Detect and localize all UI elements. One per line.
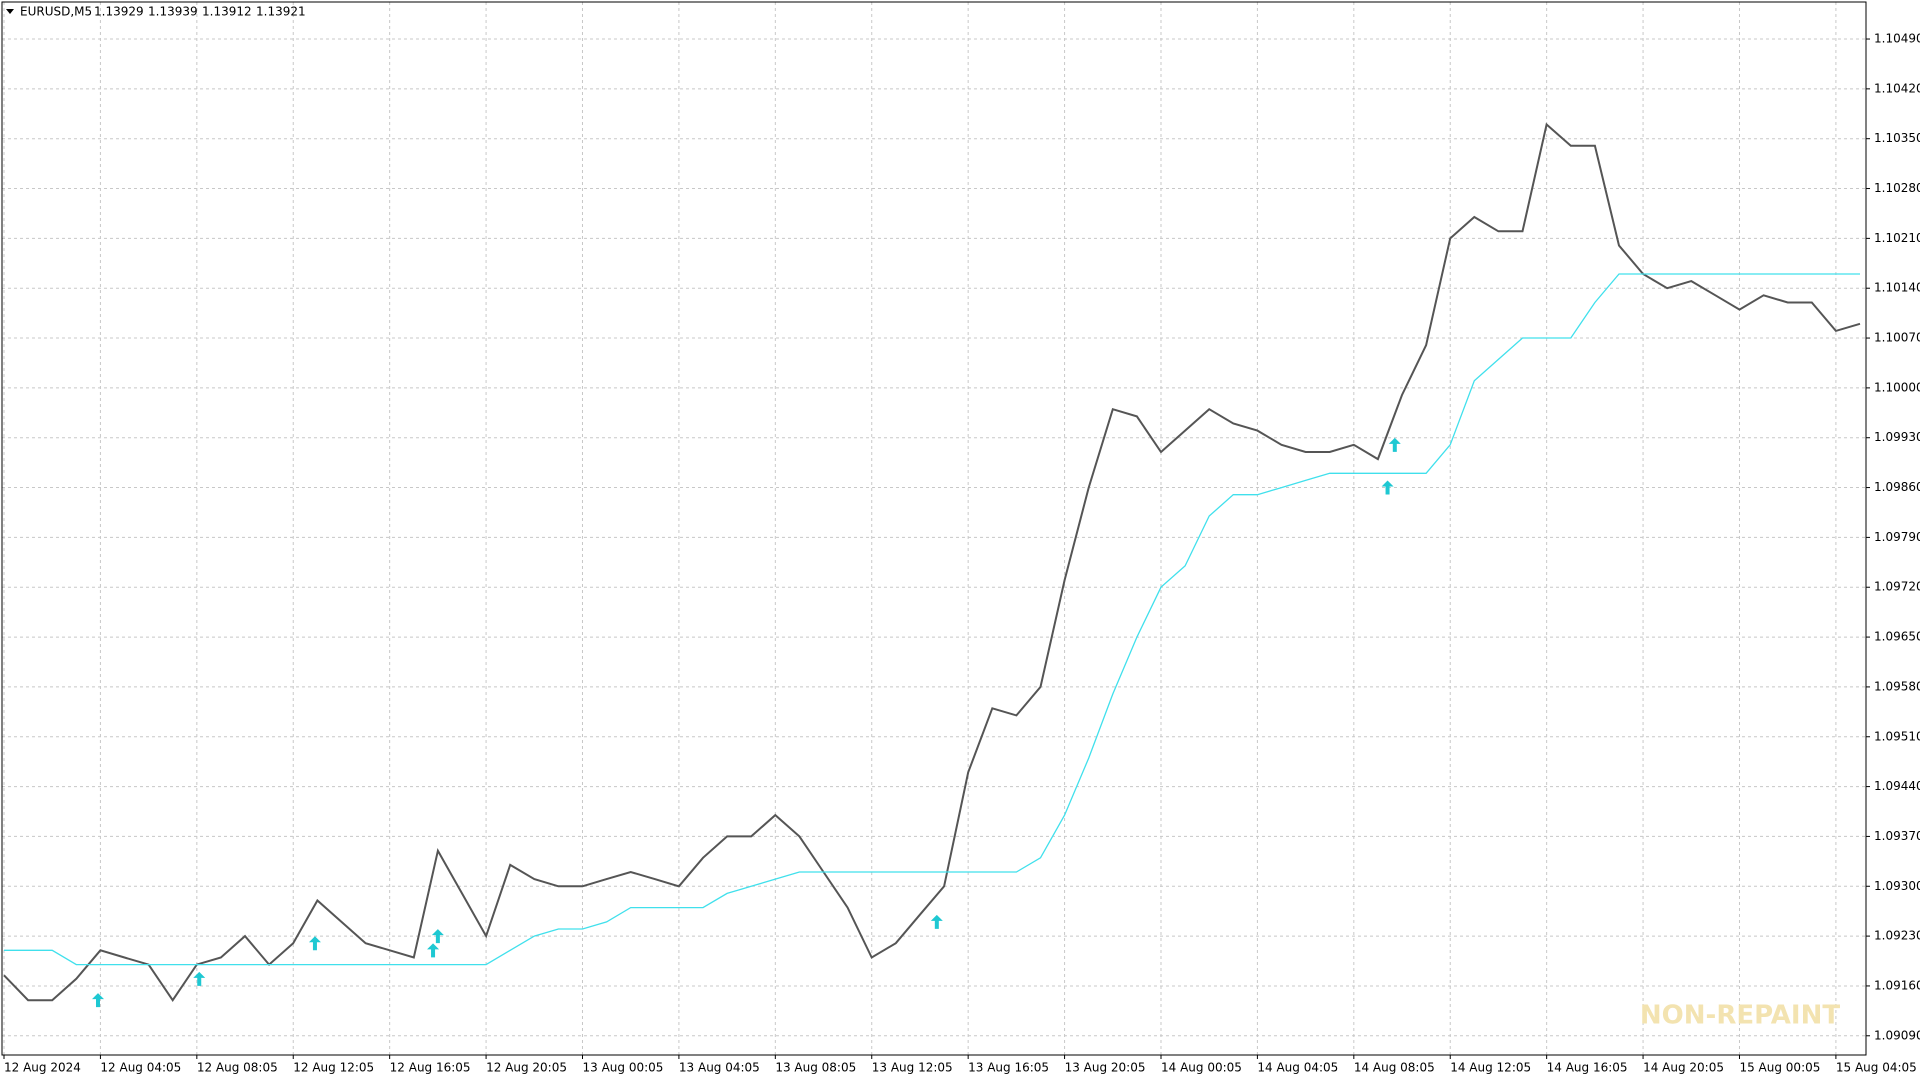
x-tick-label: 12 Aug 12:05 bbox=[293, 1061, 374, 1075]
x-tick-label: 13 Aug 00:05 bbox=[582, 1061, 663, 1075]
y-tick-label: 1.10140 bbox=[1874, 281, 1920, 295]
plot-frame bbox=[1, 1, 1867, 1056]
buy-arrow bbox=[431, 929, 444, 944]
quote-low: 1.13912 bbox=[202, 5, 252, 19]
y-tick-label: 1.10420 bbox=[1874, 81, 1920, 95]
symbol: EURUSD,M5 bbox=[20, 5, 92, 19]
x-tick-label: 15 Aug 04:05 bbox=[1836, 1061, 1917, 1075]
y-tick-label: 1.09510 bbox=[1874, 729, 1920, 743]
x-tick-label: 13 Aug 04:05 bbox=[679, 1061, 760, 1075]
x-tick-label: 12 Aug 08:05 bbox=[197, 1061, 278, 1075]
buy-arrow bbox=[930, 914, 943, 929]
x-tick-label: 13 Aug 12:05 bbox=[872, 1061, 953, 1075]
y-tick-label: 1.10490 bbox=[1874, 32, 1920, 46]
quote-open: 1.13929 bbox=[94, 5, 144, 19]
buy-arrow bbox=[1388, 437, 1401, 452]
buy-arrow bbox=[308, 936, 321, 951]
x-tick-label: 12 Aug 16:05 bbox=[390, 1061, 471, 1075]
x-tick-label: 14 Aug 08:05 bbox=[1354, 1061, 1435, 1075]
buy-arrow bbox=[427, 943, 440, 958]
price-line bbox=[3, 122, 1861, 1002]
y-tick-label: 1.09300 bbox=[1874, 879, 1920, 893]
x-tick-label: 14 Aug 12:05 bbox=[1450, 1061, 1531, 1075]
x-tick-label: 12 Aug 20:05 bbox=[486, 1061, 567, 1075]
buy-arrow bbox=[92, 993, 105, 1008]
y-tick-label: 1.10210 bbox=[1874, 231, 1920, 245]
quote-high: 1.13939 bbox=[148, 5, 198, 19]
y-tick-label: 1.09160 bbox=[1874, 978, 1920, 992]
y-tick-label: 1.09930 bbox=[1874, 430, 1920, 444]
watermark: NON-REPAINT bbox=[1640, 1001, 1840, 1031]
quote-close: 1.13921 bbox=[256, 5, 306, 19]
y-tick-label: 1.09090 bbox=[1874, 1028, 1920, 1042]
y-tick-label: 1.09580 bbox=[1874, 679, 1920, 693]
y-tick-label: 1.09370 bbox=[1874, 829, 1920, 843]
x-tick-label: 14 Aug 00:05 bbox=[1161, 1061, 1242, 1075]
y-tick-label: 1.09790 bbox=[1874, 530, 1920, 544]
y-tick-label: 1.10000 bbox=[1874, 380, 1920, 394]
buy-arrow bbox=[1381, 480, 1394, 495]
x-tick-label: 14 Aug 04:05 bbox=[1257, 1061, 1338, 1075]
y-tick-label: 1.10350 bbox=[1874, 131, 1920, 145]
x-tick-label: 14 Aug 20:05 bbox=[1643, 1061, 1724, 1075]
grid bbox=[2, 2, 1866, 1055]
y-tick-label: 1.10280 bbox=[1874, 181, 1920, 195]
x-tick-label: 12 Aug 2024 bbox=[4, 1061, 81, 1075]
buy-arrow bbox=[193, 971, 206, 986]
menu-triangle bbox=[6, 9, 14, 14]
x-tick-label: 13 Aug 16:05 bbox=[968, 1061, 1049, 1075]
y-tick-label: 1.10070 bbox=[1874, 331, 1920, 345]
y-tick-label: 1.09860 bbox=[1874, 480, 1920, 494]
x-tick-label: 14 Aug 16:05 bbox=[1547, 1061, 1628, 1075]
x-tick-label: 12 Aug 04:05 bbox=[100, 1061, 181, 1075]
x-tick-label: 15 Aug 00:05 bbox=[1739, 1061, 1820, 1075]
y-tick-label: 1.09720 bbox=[1874, 580, 1920, 594]
x-tick-label: 13 Aug 20:05 bbox=[1065, 1061, 1146, 1075]
stop-line bbox=[4, 273, 1860, 966]
y-tick-label: 1.09440 bbox=[1874, 779, 1920, 793]
y-tick-label: 1.09650 bbox=[1874, 630, 1920, 644]
y-tick-label: 1.09230 bbox=[1874, 929, 1920, 943]
x-tick-label: 13 Aug 08:05 bbox=[775, 1061, 856, 1075]
